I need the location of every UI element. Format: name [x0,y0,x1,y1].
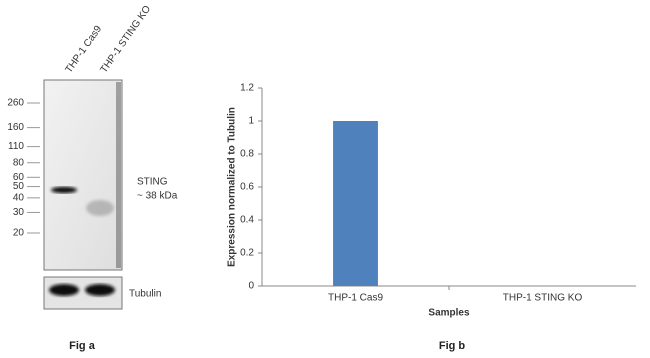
band-size: ~ 38 kDa [137,191,178,202]
x-axis-label: Samples [428,308,470,319]
y-tick-label: 0 [248,281,254,292]
lane-label: THP-1 Cas9 [64,24,105,76]
marker-label: 160 [7,122,24,133]
loading-label: Tubulin [129,289,161,300]
blot-edge [116,82,121,268]
x-tick-label: THP-1 Cas9 [328,293,383,304]
band-label: STING [137,177,168,188]
marker-label: 60 [13,172,25,183]
marker-label: 50 [13,181,25,192]
tubulin-band [85,284,115,296]
y-tick-label: 0.8 [240,149,254,160]
bar [333,121,378,286]
y-tick-label: 1.2 [240,83,254,94]
sting-band [51,186,77,194]
y-axis-label: Expression normalized to Tubulin [227,107,238,267]
y-tick-label: 0.2 [240,248,254,259]
caption: Fig b [439,340,466,352]
marker-label: 110 [8,141,24,152]
y-tick-label: 0.4 [240,215,254,226]
marker-label: 80 [13,157,25,168]
marker-label: 20 [13,228,25,239]
caption: Fig a [69,340,96,352]
blot-membrane [43,79,123,271]
marker-label: 30 [13,207,25,218]
smear [86,200,114,216]
marker-label: 260 [7,98,24,109]
y-tick-label: 1 [248,116,254,127]
marker-label: 40 [13,193,25,204]
x-tick-label: THP-1 STING KO [503,293,583,304]
lane-label: THP-1 STING KO [99,4,154,76]
tubulin-band [49,284,79,296]
y-tick-label: 0.6 [240,182,254,193]
